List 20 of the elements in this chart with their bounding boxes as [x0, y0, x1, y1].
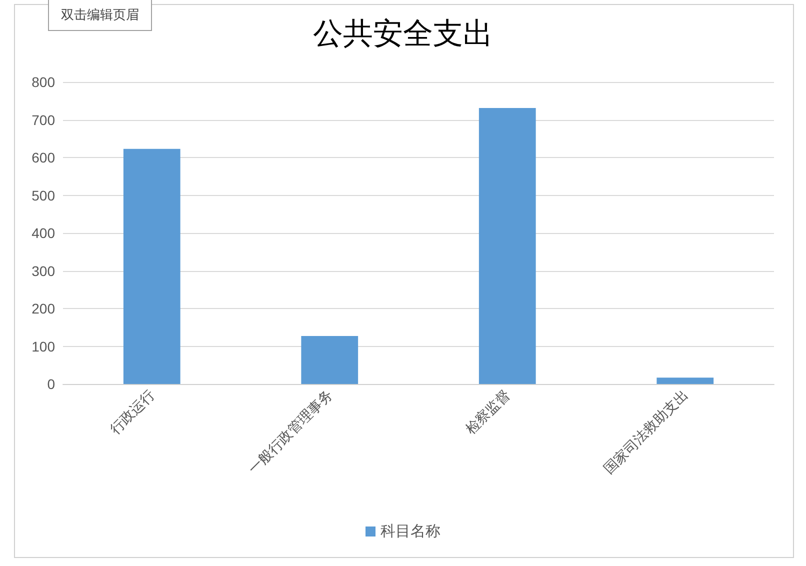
y-tick-label: 700 — [32, 112, 56, 128]
x-tick-label: 一般行政管理事务 — [244, 386, 336, 477]
y-tick-label: 300 — [32, 262, 56, 279]
bar — [301, 336, 358, 384]
bar — [656, 378, 714, 384]
bar — [123, 148, 180, 384]
y-tick-label: 200 — [32, 300, 56, 316]
y-tick-label: 600 — [32, 150, 56, 166]
chart-title: 公共安全支出 — [313, 16, 493, 52]
x-tick-label: 国家司法救助支出 — [600, 386, 691, 477]
y-tick-label: 400 — [32, 225, 56, 241]
legend-label: 科目名称 — [380, 523, 440, 540]
bar — [478, 108, 536, 384]
y-tick-label: 500 — [32, 187, 56, 204]
text: 双击编辑页眉 — [48, 0, 152, 31]
x-tick-label: 检察监督 — [462, 386, 514, 438]
y-tick-label: 800 — [32, 74, 56, 90]
y-tick-label: 0 — [47, 376, 56, 392]
y-tick-label: 100 — [32, 338, 56, 354]
x-tick-label: 行政运行 — [106, 386, 158, 438]
